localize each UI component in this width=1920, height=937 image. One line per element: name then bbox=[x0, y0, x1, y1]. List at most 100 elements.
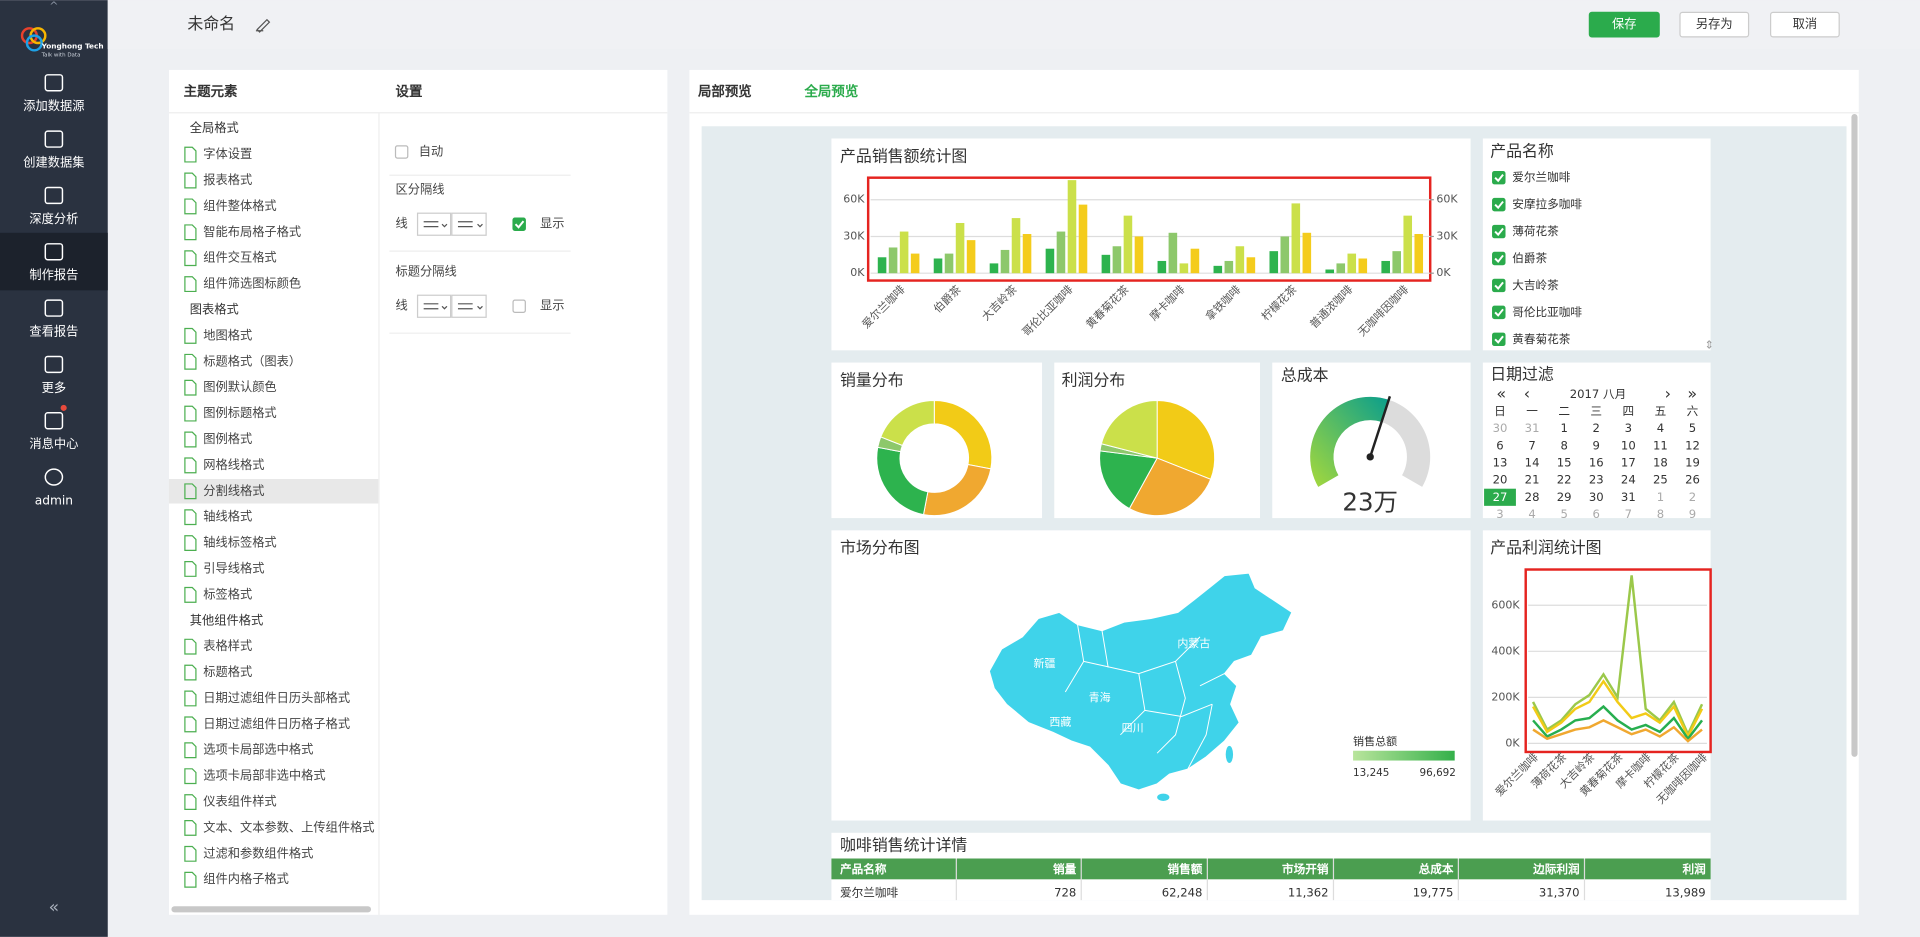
tree-item[interactable]: 组件筛选图标颜色 bbox=[203, 276, 301, 291]
calendar-day[interactable]: 18 bbox=[1653, 455, 1668, 469]
checkbox[interactable] bbox=[1492, 251, 1506, 266]
tree-item[interactable]: 网格线格式 bbox=[203, 457, 264, 472]
calendar-day[interactable]: 7 bbox=[1528, 438, 1535, 452]
calendar-day[interactable]: 31 bbox=[1525, 421, 1540, 435]
calendar-day[interactable]: 3 bbox=[1625, 421, 1632, 435]
calendar-day[interactable]: 7 bbox=[1625, 507, 1632, 521]
tab[interactable]: 局部预览 bbox=[698, 83, 752, 100]
calendar-day[interactable]: 26 bbox=[1685, 473, 1700, 487]
scrollbar[interactable] bbox=[171, 906, 372, 913]
calendar-day[interactable]: 29 bbox=[1557, 490, 1572, 504]
nav-item[interactable]: 深度分析 bbox=[29, 211, 78, 226]
filter-item[interactable]: 爱尔兰咖啡 bbox=[1512, 170, 1571, 184]
calendar-day[interactable]: 25 bbox=[1653, 473, 1668, 487]
calendar-day[interactable]: 9 bbox=[1593, 438, 1600, 452]
tree-item[interactable]: 引导线格式 bbox=[203, 560, 264, 575]
tree-item[interactable]: 字体设置 bbox=[203, 146, 252, 161]
nav-item[interactable]: admin bbox=[35, 493, 73, 507]
tree-item[interactable]: 地图格式 bbox=[203, 327, 252, 342]
tree-item[interactable]: 图例格式 bbox=[203, 431, 252, 446]
tree-item[interactable]: 组件整体格式 bbox=[203, 198, 276, 213]
nav-item[interactable]: 更多 bbox=[42, 381, 66, 395]
calendar-nav[interactable]: » bbox=[1687, 384, 1697, 403]
calendar-day[interactable]: 6 bbox=[1593, 507, 1600, 521]
nav-item[interactable]: 查看报告 bbox=[29, 323, 78, 338]
calendar-day[interactable]: 3 bbox=[1496, 507, 1503, 521]
calendar-day[interactable]: 28 bbox=[1525, 490, 1540, 504]
tree-item[interactable]: 图例默认颜色 bbox=[203, 379, 276, 394]
button-label[interactable]: 另存为 bbox=[1696, 17, 1733, 31]
calendar-day[interactable]: 6 bbox=[1496, 438, 1503, 452]
edit-icon[interactable] bbox=[255, 18, 271, 33]
checkbox[interactable] bbox=[512, 217, 526, 231]
dropdown[interactable] bbox=[451, 294, 487, 318]
checkbox[interactable] bbox=[1492, 197, 1506, 212]
collapse[interactable]: « bbox=[49, 897, 59, 917]
tree-item[interactable]: 文本、文本参数、上传组件格式 bbox=[203, 819, 374, 834]
tree-item[interactable]: 标题格式（图表） bbox=[203, 353, 301, 368]
calendar-day[interactable]: 30 bbox=[1493, 421, 1508, 435]
calendar-day[interactable]: 16 bbox=[1589, 455, 1604, 469]
dropdown[interactable] bbox=[416, 294, 452, 318]
checkbox[interactable] bbox=[1492, 305, 1506, 320]
calendar-day[interactable]: 24 bbox=[1621, 473, 1636, 487]
nav-item[interactable]: 添加数据源 bbox=[23, 98, 84, 113]
filter-item[interactable]: 哥伦比亚咖啡 bbox=[1512, 305, 1582, 319]
button[interactable] bbox=[1679, 11, 1750, 38]
filter-item[interactable]: 薄荷花茶 bbox=[1512, 224, 1559, 238]
calendar-day[interactable]: 1 bbox=[1560, 421, 1567, 435]
calendar-day[interactable]: 8 bbox=[1657, 507, 1664, 521]
calendar-day[interactable]: 2 bbox=[1593, 421, 1600, 435]
tree-item[interactable]: 标题格式 bbox=[203, 664, 252, 679]
calendar-day[interactable]: 19 bbox=[1685, 455, 1700, 469]
button-label[interactable]: 取消 bbox=[1793, 17, 1817, 31]
calendar-day[interactable]: 17 bbox=[1621, 455, 1636, 469]
calendar-day[interactable]: 5 bbox=[1689, 421, 1696, 435]
tree-item[interactable]: 表格样式 bbox=[203, 638, 252, 653]
tree-item[interactable]: 智能布局格子格式 bbox=[203, 224, 301, 239]
collapse-up[interactable]: ^ bbox=[49, 0, 58, 12]
checkbox[interactable] bbox=[1492, 332, 1506, 347]
tree-item[interactable]: 组件内格子格式 bbox=[203, 871, 289, 886]
tree-item[interactable]: 过滤和参数组件格式 bbox=[203, 845, 313, 860]
checkbox[interactable] bbox=[1492, 224, 1506, 239]
checkbox[interactable] bbox=[512, 299, 526, 313]
button-label[interactable]: 保存 bbox=[1612, 17, 1636, 31]
filter-item[interactable]: 大吉岭茶 bbox=[1512, 278, 1559, 292]
calendar-day[interactable]: 8 bbox=[1560, 438, 1567, 452]
tree-item[interactable]: 轴线标签格式 bbox=[203, 535, 276, 550]
button[interactable] bbox=[1770, 11, 1840, 38]
nav-item[interactable]: 消息中心 bbox=[29, 436, 78, 451]
filter-item[interactable]: 伯爵茶 bbox=[1512, 251, 1547, 265]
calendar-day[interactable]: 4 bbox=[1528, 507, 1535, 521]
checkbox[interactable] bbox=[394, 145, 409, 159]
calendar-day[interactable]: 23 bbox=[1589, 473, 1604, 487]
tree-item[interactable]: 组件交互格式 bbox=[203, 250, 276, 265]
scroll-arrows[interactable]: ⇕ bbox=[1704, 338, 1713, 351]
tree-item[interactable]: 仪表组件样式 bbox=[203, 794, 276, 809]
calendar-day[interactable]: 20 bbox=[1493, 473, 1508, 487]
calendar-day[interactable]: 13 bbox=[1493, 455, 1508, 469]
nav-item[interactable]: 制作报告 bbox=[29, 267, 78, 282]
tree-item[interactable]: 选项卡局部非选中格式 bbox=[203, 768, 325, 783]
calendar-nav[interactable]: « bbox=[1496, 384, 1506, 403]
calendar-day[interactable]: 15 bbox=[1557, 455, 1572, 469]
calendar-day[interactable]: 4 bbox=[1657, 421, 1664, 435]
tree-item[interactable]: 图例标题格式 bbox=[203, 405, 276, 420]
tree-item[interactable]: 日期过滤组件日历格子格式 bbox=[203, 716, 350, 731]
calendar-day[interactable]: 31 bbox=[1621, 490, 1636, 504]
calendar-day[interactable]: 1 bbox=[1657, 490, 1664, 504]
tree-item[interactable]: 轴线格式 bbox=[203, 509, 252, 524]
calendar-day[interactable]: 21 bbox=[1525, 473, 1540, 487]
calendar-day[interactable]: 11 bbox=[1653, 438, 1668, 452]
scrollbar[interactable] bbox=[1851, 114, 1858, 757]
calendar-day[interactable]: 9 bbox=[1689, 507, 1696, 521]
dropdown[interactable] bbox=[451, 212, 487, 236]
nav-item[interactable]: 创建数据集 bbox=[23, 154, 84, 169]
tree-item[interactable]: 标签格式 bbox=[203, 586, 252, 601]
tree-item[interactable]: 分割线格式 bbox=[203, 483, 264, 498]
tab[interactable]: 全局预览 bbox=[803, 83, 858, 100]
tree-item[interactable]: 报表格式 bbox=[203, 172, 252, 187]
calendar-nav[interactable]: › bbox=[1665, 384, 1671, 403]
tree-item[interactable]: 选项卡局部选中格式 bbox=[203, 742, 313, 757]
